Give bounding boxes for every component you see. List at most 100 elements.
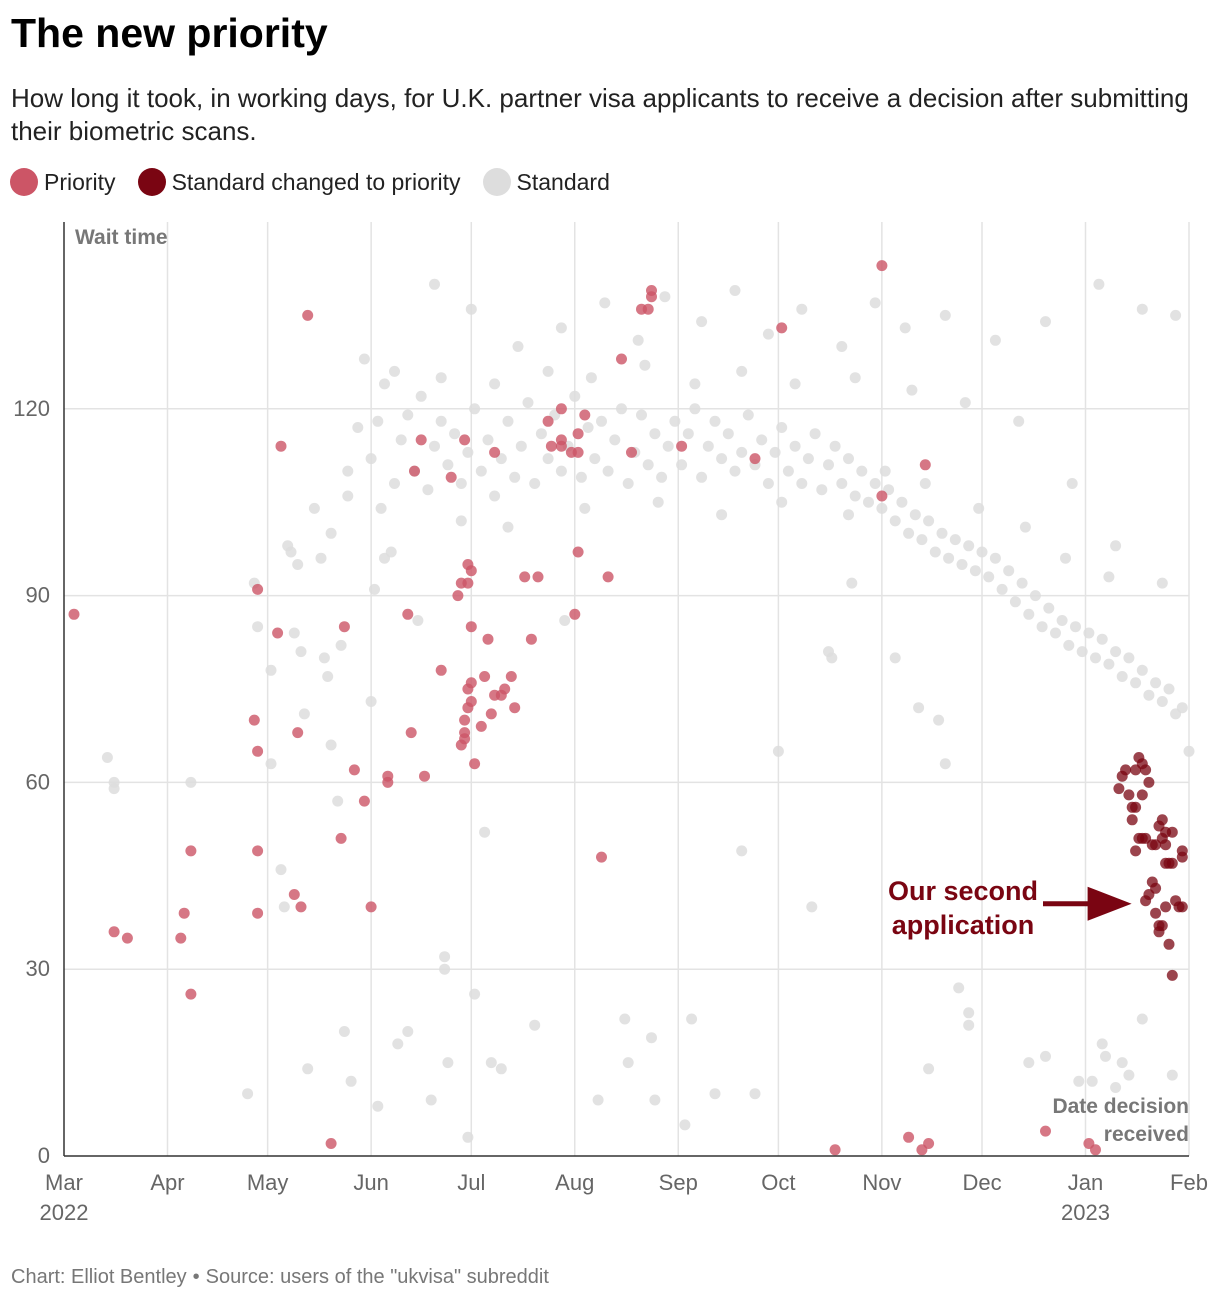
data-point bbox=[1130, 845, 1142, 857]
data-point bbox=[342, 490, 354, 502]
data-point bbox=[502, 415, 514, 427]
data-point bbox=[923, 1138, 935, 1149]
data-point bbox=[1090, 652, 1101, 664]
data-point bbox=[1123, 1069, 1135, 1081]
data-point bbox=[676, 459, 688, 471]
data-point bbox=[525, 633, 537, 645]
data-point bbox=[1116, 1057, 1128, 1069]
data-point bbox=[582, 422, 594, 433]
data-point bbox=[288, 627, 300, 639]
data-point bbox=[465, 677, 477, 689]
data-point bbox=[559, 615, 571, 626]
data-point bbox=[572, 546, 584, 558]
data-point bbox=[412, 615, 424, 626]
data-point bbox=[1029, 590, 1041, 602]
data-point bbox=[285, 546, 297, 558]
legend: Priority Standard changed to priority St… bbox=[10, 168, 632, 196]
data-point bbox=[185, 845, 197, 857]
data-point bbox=[906, 384, 918, 396]
x-tick-label: Dec bbox=[962, 1170, 1001, 1195]
series-standard-changed-to-priority bbox=[1113, 752, 1188, 981]
data-point bbox=[909, 509, 921, 521]
data-point bbox=[933, 714, 945, 726]
data-point bbox=[1056, 615, 1068, 626]
data-point bbox=[379, 378, 390, 390]
data-point bbox=[1143, 776, 1155, 788]
data-point bbox=[375, 502, 387, 514]
annotation-layer: Our second application bbox=[888, 876, 1132, 940]
data-point bbox=[325, 739, 337, 751]
data-point bbox=[889, 652, 901, 664]
data-point bbox=[916, 534, 928, 546]
data-point bbox=[335, 832, 347, 844]
data-point bbox=[876, 490, 888, 502]
data-point bbox=[596, 851, 607, 863]
data-point bbox=[332, 795, 344, 807]
data-point bbox=[455, 478, 467, 489]
data-point bbox=[1163, 683, 1175, 695]
x-tick-label: Sep bbox=[659, 1170, 698, 1195]
data-point bbox=[292, 727, 304, 739]
data-point bbox=[1176, 702, 1188, 714]
data-point bbox=[756, 434, 768, 446]
data-point bbox=[829, 1144, 841, 1156]
data-point bbox=[789, 378, 801, 390]
data-point bbox=[425, 1094, 437, 1106]
data-point bbox=[632, 334, 644, 346]
data-point bbox=[869, 478, 881, 489]
data-point bbox=[555, 440, 567, 452]
data-point bbox=[535, 428, 547, 440]
y-tick-label: 120 bbox=[13, 396, 50, 421]
data-point bbox=[1096, 633, 1108, 645]
data-point bbox=[642, 303, 654, 315]
x-tick-label: Jan bbox=[1068, 1170, 1103, 1195]
x-tick-label: Mar bbox=[45, 1170, 83, 1195]
data-point bbox=[555, 322, 567, 334]
data-point bbox=[288, 889, 300, 900]
data-point bbox=[682, 428, 694, 440]
data-point bbox=[939, 309, 951, 321]
data-point bbox=[903, 1131, 915, 1143]
data-point bbox=[602, 465, 614, 477]
data-point bbox=[806, 901, 818, 913]
data-point bbox=[679, 1119, 691, 1131]
data-point bbox=[686, 1013, 698, 1025]
legend-label-changed: Standard changed to priority bbox=[171, 168, 461, 195]
data-point bbox=[749, 453, 761, 465]
data-point bbox=[649, 1094, 661, 1106]
data-point bbox=[829, 440, 841, 452]
data-point bbox=[989, 334, 1001, 346]
data-point bbox=[1136, 303, 1148, 315]
data-point bbox=[736, 845, 748, 857]
data-point bbox=[1023, 608, 1035, 620]
data-point bbox=[1163, 938, 1175, 950]
data-point bbox=[1176, 901, 1188, 913]
data-point bbox=[542, 453, 554, 465]
data-point bbox=[178, 907, 190, 919]
data-point bbox=[1113, 783, 1125, 795]
data-point bbox=[415, 390, 427, 402]
data-point bbox=[609, 434, 621, 446]
data-point bbox=[796, 303, 808, 315]
data-point bbox=[1150, 882, 1162, 894]
data-point bbox=[1183, 745, 1195, 757]
data-point bbox=[642, 459, 654, 471]
data-point bbox=[452, 590, 464, 602]
data-point bbox=[515, 440, 527, 452]
data-point bbox=[499, 683, 511, 695]
data-point bbox=[479, 671, 491, 682]
data-point bbox=[619, 1013, 631, 1025]
data-point bbox=[302, 309, 314, 321]
data-point bbox=[389, 478, 400, 489]
data-point bbox=[939, 758, 951, 770]
axis-layer: Mar 2022 Apr May Jun Jul Aug Sep Oct Nov Dec Jan 202… bbox=[13, 222, 1208, 1225]
data-point bbox=[575, 471, 587, 483]
data-point bbox=[1090, 1144, 1101, 1156]
data-point bbox=[572, 446, 584, 458]
data-point bbox=[455, 515, 467, 527]
data-point bbox=[936, 527, 948, 539]
data-point bbox=[1103, 571, 1115, 583]
data-point bbox=[929, 546, 941, 558]
point-layer bbox=[68, 260, 1195, 1156]
data-point bbox=[1123, 789, 1135, 801]
